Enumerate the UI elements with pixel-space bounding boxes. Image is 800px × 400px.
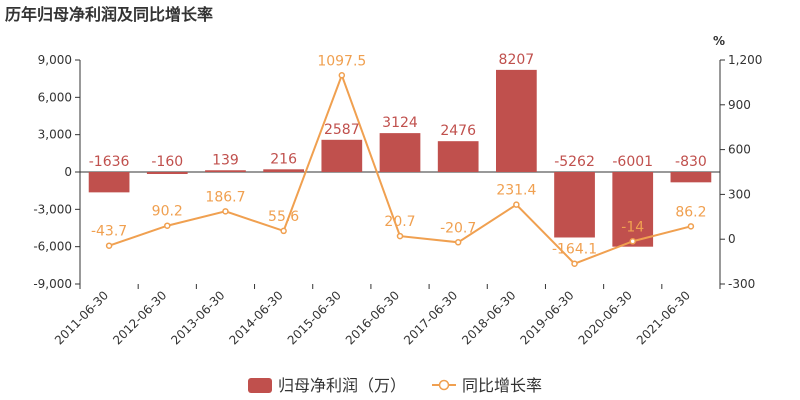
rate-value-label: 20.7	[384, 214, 415, 230]
rate-point[interactable]	[571, 260, 578, 267]
legend-marker-rate[interactable]	[438, 379, 450, 391]
bar[interactable]	[379, 133, 421, 172]
rate-value-label: 55.6	[268, 209, 299, 225]
rate-point[interactable]	[513, 201, 520, 208]
rate-value-label: -14	[621, 219, 644, 235]
bar[interactable]	[612, 172, 654, 247]
rate-point[interactable]	[687, 223, 695, 230]
bar-value-label: -5262	[554, 154, 595, 170]
rate-value-label: -43.7	[91, 224, 127, 240]
bar-value-label: 2587	[324, 122, 360, 138]
rate-line	[105, 72, 695, 267]
data-labels: -1636 -160 139 216 2587 3124 2476 8207 -5262 -600…	[89, 52, 707, 258]
rate-value-label: 90.2	[152, 204, 183, 220]
right-axis-tick-label: 600	[728, 143, 751, 157]
left-axis-tick-label: 6,000	[38, 90, 72, 104]
bar[interactable]	[205, 170, 246, 172]
x-axis-tick-label: 2018-06-30	[459, 288, 518, 347]
right-axis-unit: %	[713, 34, 725, 48]
legend-label-bar[interactable]: 归母净利润（万）	[278, 376, 406, 395]
left-axis-tick-label: -9,000	[33, 277, 72, 291]
x-axis-tick-label: 2019-06-30	[517, 288, 576, 347]
bar-value-label: 216	[270, 151, 297, 167]
x-axis-tick-label: 2015-06-30	[285, 288, 344, 347]
bar-value-label: 8207	[499, 52, 535, 68]
x-axis-tick-label: 2016-06-30	[343, 288, 402, 347]
bar[interactable]	[146, 172, 188, 174]
bar-value-label: 3124	[382, 115, 418, 131]
rate-point[interactable]	[164, 222, 171, 229]
x-axis-tick-label: 2013-06-30	[168, 288, 227, 347]
bar[interactable]	[670, 172, 712, 183]
right-axis-tick-label: 1,200	[728, 53, 762, 67]
rate-point[interactable]	[222, 208, 229, 215]
left-axis-tick-label: -6,000	[33, 240, 72, 254]
right-axis-tick-label: 900	[728, 98, 751, 112]
bar-value-label: 2476	[440, 123, 476, 139]
rate-value-label: 186.7	[205, 189, 245, 205]
left-axis-tick-label: -3,000	[33, 202, 72, 216]
legend-swatch-bar[interactable]	[248, 378, 272, 393]
bar-value-label: -1636	[89, 154, 130, 170]
x-axis-tick-label: 2020-06-30	[576, 288, 635, 347]
bar-value-label: 139	[212, 152, 239, 168]
right-axis-tick-label: -300	[728, 277, 755, 291]
x-axis-tick-label: 2021-06-30	[634, 288, 693, 347]
bar[interactable]	[88, 172, 130, 193]
rate-point[interactable]	[280, 227, 287, 235]
right-axis-tick-label: 0	[728, 232, 736, 246]
rate-value-label: 86.2	[675, 204, 706, 220]
left-axis-tick-label: 3,000	[38, 128, 72, 142]
x-axis-tick-label: 2014-06-30	[227, 288, 286, 347]
bar-value-label: -160	[151, 154, 183, 170]
legend-label-rate[interactable]: 同比增长率	[462, 376, 542, 395]
right-axis-tick-label: 300	[728, 187, 751, 201]
chart-title: 历年归母净利润及同比增长率	[5, 5, 213, 24]
bars	[88, 69, 712, 247]
rate-point[interactable]	[105, 242, 113, 249]
bar-value-label: -830	[675, 154, 707, 170]
x-axis-tick-label: 2012-06-30	[110, 288, 169, 347]
rate-point[interactable]	[338, 72, 346, 79]
rate-value-label: 1097.5	[317, 53, 366, 69]
bar[interactable]	[496, 69, 537, 172]
bar-value-label: -6001	[612, 154, 653, 170]
legend[interactable]: 归母净利润（万） 同比增长率	[248, 376, 542, 395]
rate-value-label: 231.4	[496, 183, 536, 199]
bar[interactable]	[263, 169, 304, 172]
left-axis-tick-label: 0	[64, 165, 72, 179]
x-axis-tick-label: 2017-06-30	[401, 288, 460, 347]
rate-value-label: -20.7	[440, 220, 476, 236]
left-axis-tick-label: 9,000	[38, 53, 72, 67]
rate-point[interactable]	[629, 238, 636, 245]
rate-point[interactable]	[454, 239, 462, 246]
bar[interactable]	[321, 139, 363, 172]
bar[interactable]	[437, 141, 479, 172]
x-axis-tick-label: 2011-06-30	[52, 288, 111, 347]
rate-point[interactable]	[396, 232, 404, 240]
bar[interactable]	[554, 172, 595, 238]
rate-value-label: -164.1	[552, 242, 597, 258]
